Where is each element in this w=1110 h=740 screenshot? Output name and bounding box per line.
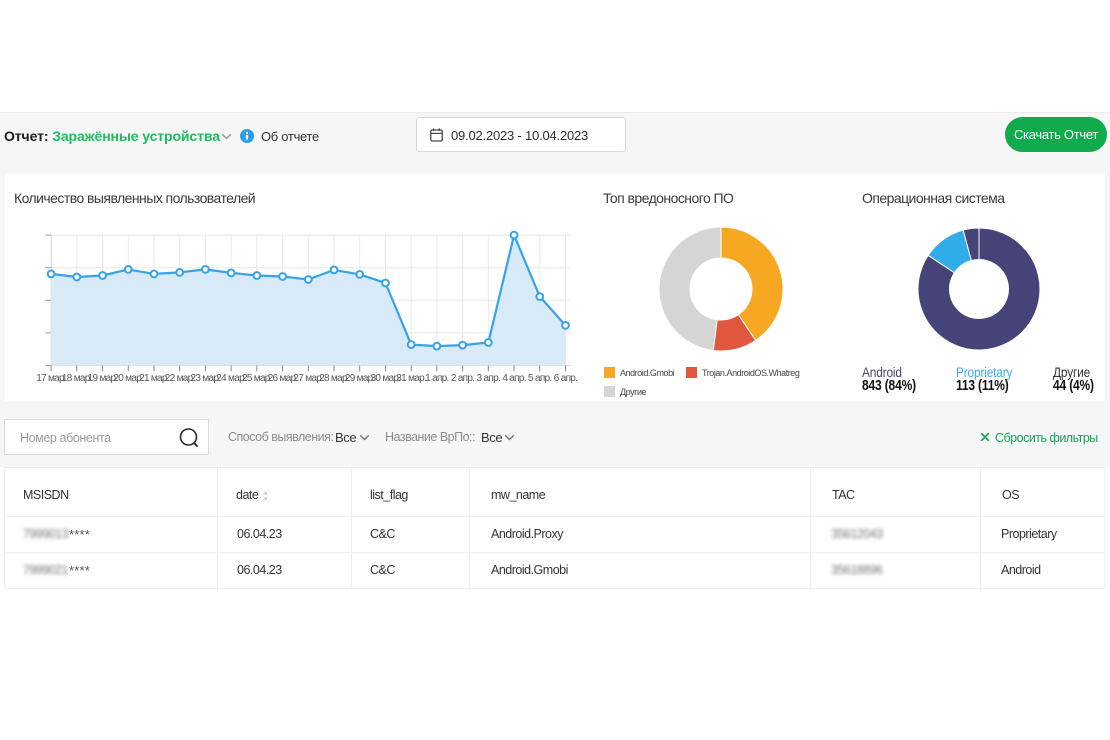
svg-text:26 мар.: 26 мар. bbox=[268, 373, 298, 384]
svg-text:28 мар.: 28 мар. bbox=[319, 373, 349, 384]
svg-text:27 мар.: 27 мар. bbox=[293, 373, 323, 384]
svg-text:19 мар.: 19 мар. bbox=[88, 373, 118, 384]
svg-text:6 апр.: 6 апр. bbox=[554, 373, 577, 384]
svg-text:29 мар.: 29 мар. bbox=[345, 373, 375, 384]
svg-text:30 мар.: 30 мар. bbox=[371, 373, 401, 384]
svg-text:1 апр.: 1 апр. bbox=[425, 373, 448, 384]
svg-text:25 мар.: 25 мар. bbox=[242, 373, 272, 384]
svg-text:24 мар.: 24 мар. bbox=[216, 373, 246, 384]
svg-text:17 мар.: 17 мар. bbox=[36, 373, 66, 384]
svg-text:5 апр.: 5 апр. bbox=[528, 373, 551, 384]
svg-text:21 мар.: 21 мар. bbox=[139, 373, 169, 384]
svg-text:23 мар.: 23 мар. bbox=[191, 373, 221, 384]
svg-text:31 мар.: 31 мар. bbox=[396, 373, 426, 384]
svg-text:18 мар.: 18 мар. bbox=[62, 373, 92, 384]
svg-text:4 апр.: 4 апр. bbox=[502, 373, 525, 384]
svg-text:22 мар.: 22 мар. bbox=[165, 373, 195, 384]
svg-text:2 апр.: 2 апр. bbox=[451, 373, 474, 384]
svg-text:3 апр.: 3 апр. bbox=[477, 373, 500, 384]
svg-text:20 мар.: 20 мар. bbox=[113, 373, 143, 384]
